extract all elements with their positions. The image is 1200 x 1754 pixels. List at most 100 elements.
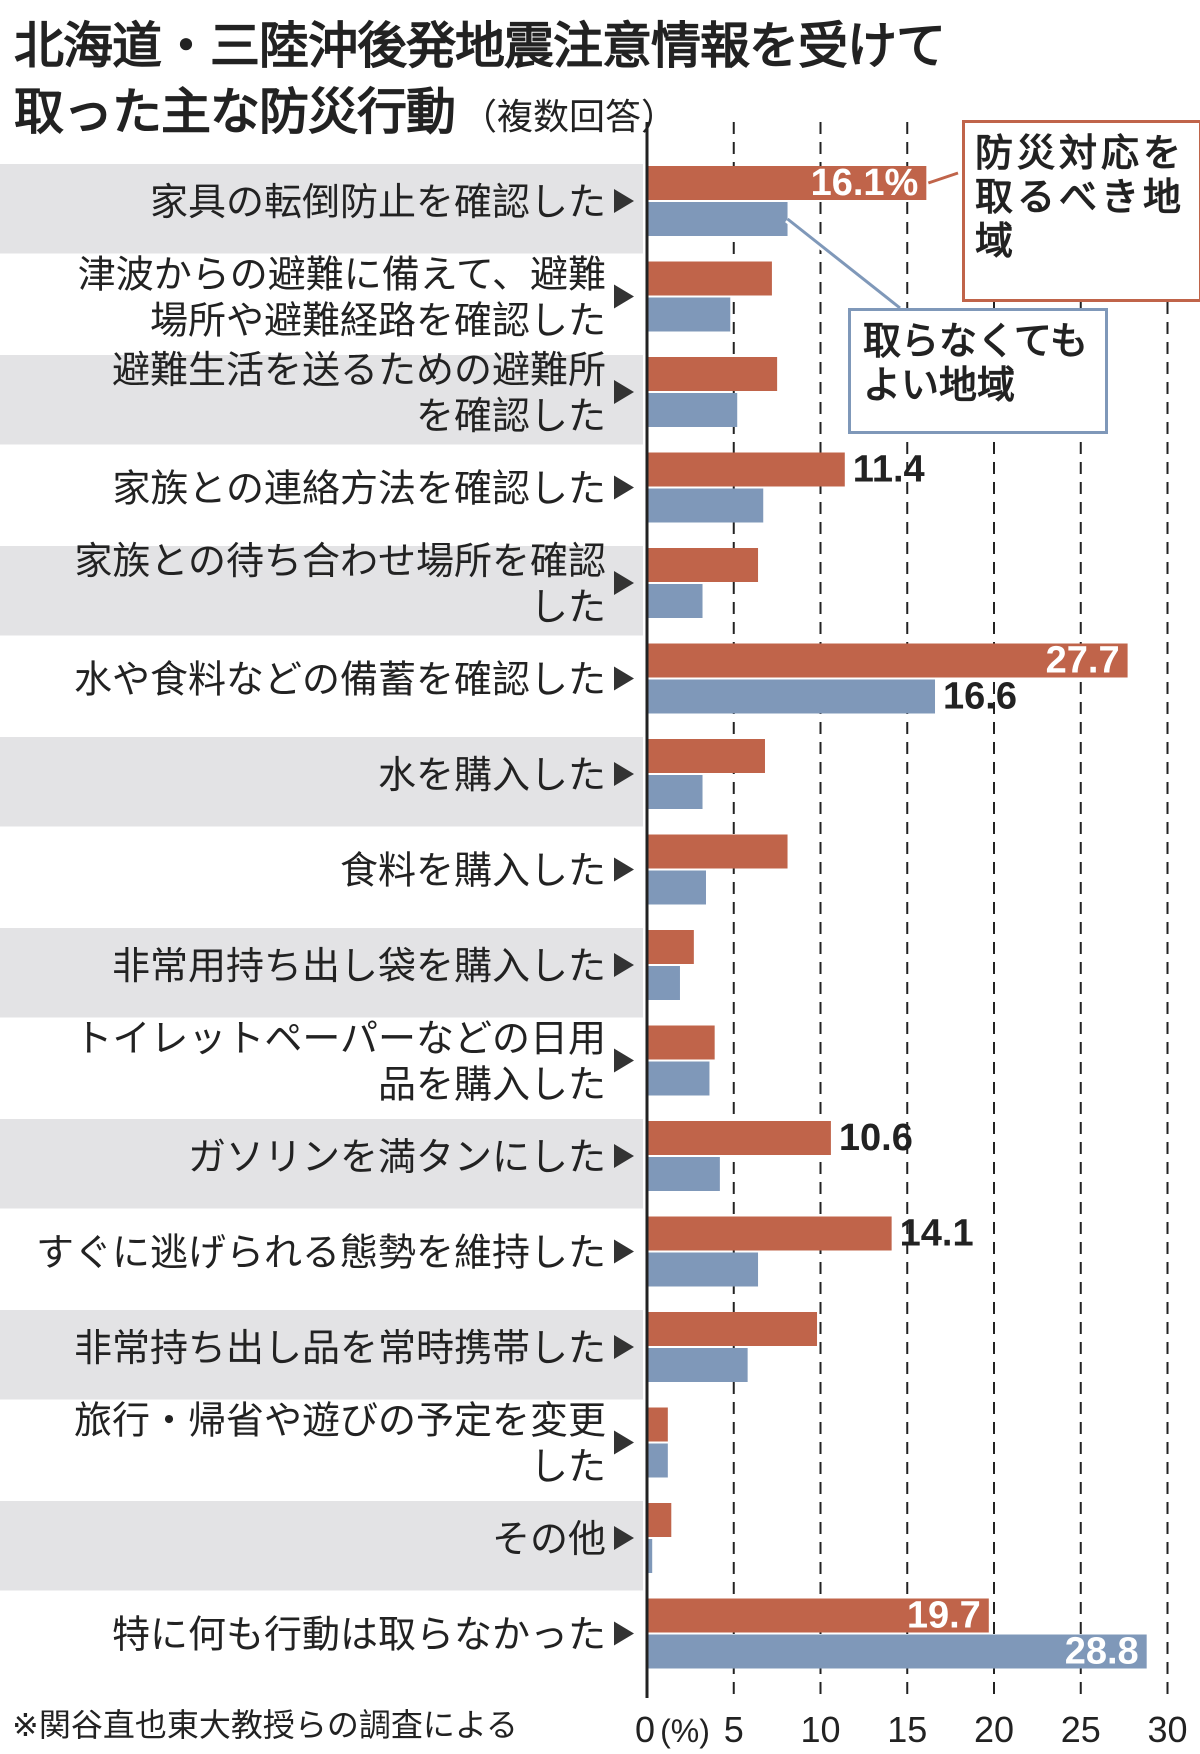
chart-title-main: 取った主な防災行動 <box>14 83 456 141</box>
category-pointer-icon <box>614 380 634 404</box>
bar-series-b <box>647 1157 720 1191</box>
category-label: 場所や避難経路を確認した <box>150 299 606 343</box>
category-stripe <box>0 737 643 827</box>
category-label: その他 <box>492 1517 606 1561</box>
category-label: 家族との待ち合わせ場所を確認 <box>74 539 606 583</box>
category-pointer-icon <box>614 284 634 309</box>
bar-series-b <box>647 966 680 1000</box>
category-label: 水や食料などの備蓄を確認した <box>74 658 606 702</box>
value-label-series-a: 27.7 <box>1046 640 1120 682</box>
value-label-series-a: 19.7 <box>907 1595 981 1637</box>
bar-series-b <box>647 1061 710 1096</box>
bar-series-a <box>647 452 845 487</box>
legend-series-b-label: 取らなくてもよい地域 <box>863 319 1088 407</box>
legend-leader-b <box>786 217 901 310</box>
bar-series-a <box>647 548 759 582</box>
category-label: 水を購入した <box>378 753 606 797</box>
legend-series-a: 防災対応を取るべき地域 <box>962 120 1200 302</box>
bar-series-b <box>647 1634 1147 1669</box>
bar-series-a <box>647 643 1128 678</box>
category-stripe <box>0 928 643 1018</box>
category-stripe <box>0 164 643 254</box>
category-stripe <box>0 1501 643 1591</box>
legend-leader-a <box>927 171 959 185</box>
bar-series-b <box>647 1252 759 1287</box>
category-label: 食料を購入した <box>340 849 606 893</box>
x-tick-label: 25 <box>1061 1709 1101 1750</box>
bar-series-a <box>647 739 765 773</box>
value-label-series-a: 11.4 <box>853 449 925 491</box>
category-pointer-icon <box>614 1239 634 1264</box>
x-tick-label: 10 <box>800 1709 840 1750</box>
category-label: 品を購入した <box>378 1063 606 1107</box>
bar-series-a <box>647 357 778 391</box>
chart-title-line2: 取った主な防災行動 （複数回答） <box>14 72 677 144</box>
category-pointer-icon <box>614 666 634 691</box>
category-label: した <box>530 585 606 629</box>
category-label: 旅行・帰省や遊びの予定を変更 <box>74 1399 606 1443</box>
category-pointer-icon <box>614 1335 634 1359</box>
bar-series-b <box>647 1348 748 1382</box>
bar-series-b <box>647 488 764 523</box>
category-label: 津波からの避難に備えて、避難 <box>78 253 606 297</box>
category-pointer-icon <box>614 1048 634 1073</box>
category-pointer-icon <box>614 571 634 595</box>
bar-series-b <box>647 1443 668 1478</box>
category-label: 家族との連絡方法を確認した <box>112 467 606 511</box>
x-tick-label: 20 <box>974 1709 1014 1750</box>
category-label: ガソリンを満タンにした <box>188 1135 606 1179</box>
legend-series-b: 取らなくてもよい地域 <box>848 308 1108 434</box>
chart-title-suffix: （複数回答） <box>461 97 678 138</box>
bar-series-b <box>647 393 738 427</box>
category-pointer-icon <box>614 1526 634 1550</box>
category-pointer-icon <box>614 762 634 786</box>
bar-series-a <box>647 166 927 200</box>
bar-series-b <box>647 870 706 905</box>
x-tick-label: 30 <box>1147 1709 1187 1750</box>
bar-series-a <box>647 1216 892 1251</box>
bar-series-a <box>647 1598 989 1633</box>
category-label: した <box>530 1445 606 1489</box>
category-stripe <box>0 355 643 445</box>
category-label: 非常持ち出し品を常時携帯した <box>74 1326 606 1370</box>
bar-series-b <box>647 297 731 332</box>
category-pointer-icon <box>614 953 634 977</box>
bar-series-a <box>647 930 694 964</box>
category-label: 特に何も行動は取らなかった <box>112 1613 606 1657</box>
bar-series-a <box>647 1503 672 1537</box>
value-label-series-a: 16.1% <box>811 162 919 204</box>
legend-series-a-label: 防災対応を取るべき地域 <box>975 131 1186 263</box>
category-pointer-icon <box>614 1144 634 1168</box>
category-label: 家具の転倒防止を確認した <box>150 180 606 224</box>
category-label: 非常用持ち出し袋を購入した <box>112 944 606 988</box>
bar-series-b <box>647 584 703 618</box>
bar-series-a <box>647 834 788 869</box>
x-tick-label: 5 <box>724 1709 744 1750</box>
value-label-series-b: 16.6 <box>943 676 1017 718</box>
bar-series-b <box>647 202 788 236</box>
x-tick-label: 0 <box>635 1709 655 1750</box>
x-tick-label: 15 <box>887 1709 927 1750</box>
category-stripe <box>0 1310 643 1400</box>
bar-series-a <box>647 1121 831 1155</box>
category-pointer-icon <box>614 475 634 500</box>
value-label-series-a: 10.6 <box>839 1117 913 1159</box>
category-pointer-icon <box>614 1430 634 1455</box>
bar-series-a <box>647 1312 818 1346</box>
chart-title-line1: 北海道・三陸沖後発地震注意情報を受けて <box>14 17 946 75</box>
value-label-series-b: 28.8 <box>1065 1631 1139 1673</box>
category-stripe <box>0 1119 643 1209</box>
bar-series-b <box>647 679 936 714</box>
source-footnote: ※関谷直也東大教授らの調査による <box>12 1706 518 1744</box>
category-pointer-icon <box>614 189 634 213</box>
bar-series-a <box>647 1407 668 1442</box>
category-stripe <box>0 546 643 636</box>
category-label: トイレットペーパーなどの日用 <box>74 1017 606 1061</box>
bar-series-a <box>647 261 772 296</box>
category-pointer-icon <box>614 1621 634 1646</box>
bar-series-a <box>647 1025 715 1060</box>
bar-series-b <box>647 1539 653 1573</box>
bar-series-b <box>647 775 703 809</box>
x-unit-label: (%) <box>660 1713 710 1749</box>
